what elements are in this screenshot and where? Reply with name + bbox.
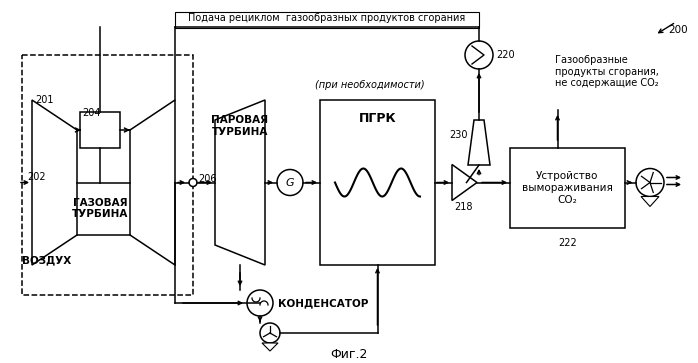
Text: Подача рециклом  газообразных продуктов сгорания: Подача рециклом газообразных продуктов с… [188, 13, 466, 23]
Bar [22, 55, 193, 295]
Text: 230: 230 [449, 130, 468, 140]
Circle shape [636, 168, 664, 196]
Text: 200: 200 [668, 25, 688, 35]
Bar [175, 12, 479, 28]
Polygon shape [641, 196, 659, 207]
Text: Устройство
вымораживания
CO₂: Устройство вымораживания CO₂ [522, 171, 613, 205]
Text: 220: 220 [496, 50, 514, 60]
Text: (при необходимости): (при необходимости) [315, 80, 425, 90]
Text: 204: 204 [82, 108, 101, 118]
Text: ВОЗДУХ: ВОЗДУХ [22, 255, 71, 265]
Polygon shape [468, 120, 490, 165]
Text: G: G [285, 178, 295, 188]
Text: Фиг.2: Фиг.2 [330, 348, 368, 361]
Polygon shape [262, 343, 278, 351]
Text: КОНДЕНСАТОР: КОНДЕНСАТОР [278, 298, 369, 308]
Polygon shape [32, 100, 77, 265]
Text: 206: 206 [198, 175, 216, 184]
Bar [320, 100, 435, 265]
Text: Газообразные
продукты сгорания,
не содержащие CO₂: Газообразные продукты сгорания, не содер… [555, 55, 659, 88]
Text: 218: 218 [454, 203, 473, 212]
Text: ПАРОВАЯ
ТУРБИНА: ПАРОВАЯ ТУРБИНА [211, 115, 269, 136]
Polygon shape [452, 164, 477, 200]
Text: ПГРК: ПГРК [359, 112, 396, 125]
Circle shape [189, 179, 197, 187]
Circle shape [465, 41, 493, 69]
Polygon shape [215, 100, 265, 265]
Bar [80, 112, 120, 148]
Bar [510, 148, 625, 228]
Circle shape [247, 290, 273, 316]
Text: ГАЗОВАЯ
ТУРБИНА: ГАЗОВАЯ ТУРБИНА [72, 197, 128, 219]
Polygon shape [130, 100, 175, 265]
Text: 201: 201 [35, 95, 54, 105]
Text: 222: 222 [558, 238, 577, 248]
Circle shape [277, 170, 303, 196]
Text: 202: 202 [27, 172, 45, 183]
Circle shape [260, 323, 280, 343]
